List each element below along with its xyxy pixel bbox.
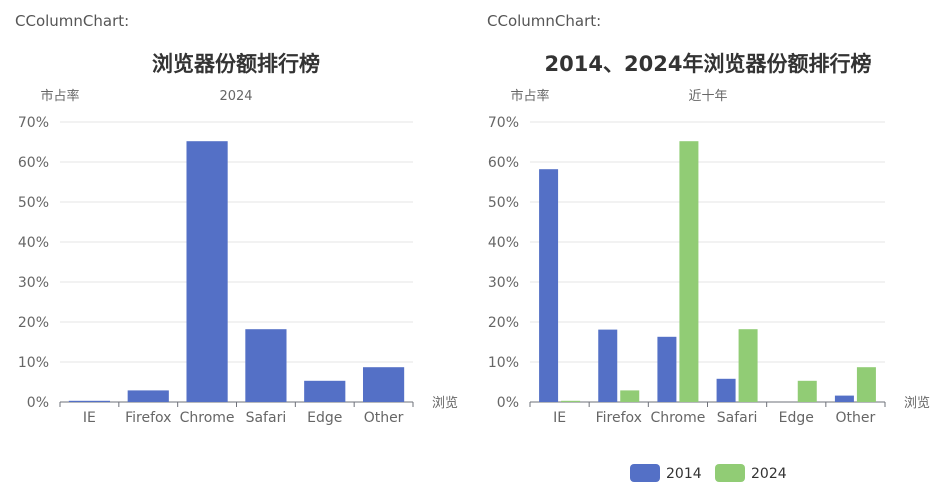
legend-swatch xyxy=(630,464,660,482)
bar-2024 xyxy=(738,329,758,402)
x-tick-label: IE xyxy=(83,410,96,426)
x-tick-label: Firefox xyxy=(125,410,171,426)
bar-2024 xyxy=(679,141,699,402)
legend-swatch xyxy=(715,464,745,482)
y-tick-label: 40% xyxy=(488,235,519,251)
bar-2024 xyxy=(561,400,581,402)
bar xyxy=(304,380,346,402)
bar-2024 xyxy=(620,390,640,402)
x-tick-label: Other xyxy=(364,410,404,426)
y-axis-label: 市占率 xyxy=(40,88,79,104)
x-tick-label: IE xyxy=(553,410,566,426)
y-tick-label: 0% xyxy=(497,395,519,411)
bar xyxy=(362,367,405,402)
bar-2014 xyxy=(834,395,854,402)
x-tick-label: Safari xyxy=(246,410,287,426)
y-tick-label: 10% xyxy=(18,355,49,371)
bar-2014 xyxy=(716,378,736,402)
y-tick-label: 70% xyxy=(488,115,519,131)
chart-panel-right: CColumnChart: 2014、2024年浏览器份额排行榜近十年 市占率浏览… xyxy=(470,0,941,490)
legend-label: 2014 xyxy=(666,466,702,482)
y-tick-label: 30% xyxy=(488,275,519,291)
y-tick-label: 50% xyxy=(18,195,49,211)
bar-2024 xyxy=(797,380,817,402)
x-axis-label: 浏览 xyxy=(432,395,458,411)
bar xyxy=(68,400,111,402)
y-tick-label: 60% xyxy=(18,155,49,171)
bar-2014 xyxy=(657,336,677,402)
chart-caption: CColumnChart: xyxy=(15,12,130,30)
x-tick-label: Chrome xyxy=(180,410,235,426)
x-tick-label: Other xyxy=(836,410,876,426)
chart-subtitle: 2024 xyxy=(219,89,252,104)
chart-title: 浏览器份额排行榜 xyxy=(152,52,320,76)
bar xyxy=(186,141,228,402)
bar-2014 xyxy=(539,169,559,402)
chart-subtitle: 近十年 xyxy=(688,89,727,104)
bar-2014 xyxy=(598,329,618,402)
y-tick-label: 30% xyxy=(18,275,49,291)
chart-panel-left: CColumnChart: 浏览器份额排行榜 2024 市占率浏览 0% 10% 20% 3… xyxy=(0,0,470,490)
y-tick-label: 10% xyxy=(488,355,519,371)
y-tick-label: 50% xyxy=(488,195,519,211)
x-tick-label: Safari xyxy=(717,410,758,426)
y-tick-label: 20% xyxy=(488,315,519,331)
legend-label: 2024 xyxy=(751,466,787,482)
x-tick-label: Edge xyxy=(307,410,342,426)
x-tick-label: Edge xyxy=(779,410,814,426)
y-axis-label: 市占率 xyxy=(510,88,549,104)
y-tick-label: 70% xyxy=(18,115,49,131)
y-tick-label: 60% xyxy=(488,155,519,171)
bar xyxy=(127,390,169,402)
y-tick-label: 20% xyxy=(18,315,49,331)
bar-2024 xyxy=(856,367,876,402)
legend: 2014 2024 xyxy=(630,464,787,482)
x-tick-label: Chrome xyxy=(650,410,705,426)
chart-caption: CColumnChart: xyxy=(487,12,602,30)
chart-title: 2014、2024年浏览器份额排行榜 xyxy=(545,52,872,76)
bar xyxy=(245,329,287,402)
y-tick-label: 40% xyxy=(18,235,49,251)
x-tick-label: Firefox xyxy=(596,410,642,426)
x-axis-label: 浏览 xyxy=(904,395,930,411)
y-tick-label: 0% xyxy=(27,395,49,411)
